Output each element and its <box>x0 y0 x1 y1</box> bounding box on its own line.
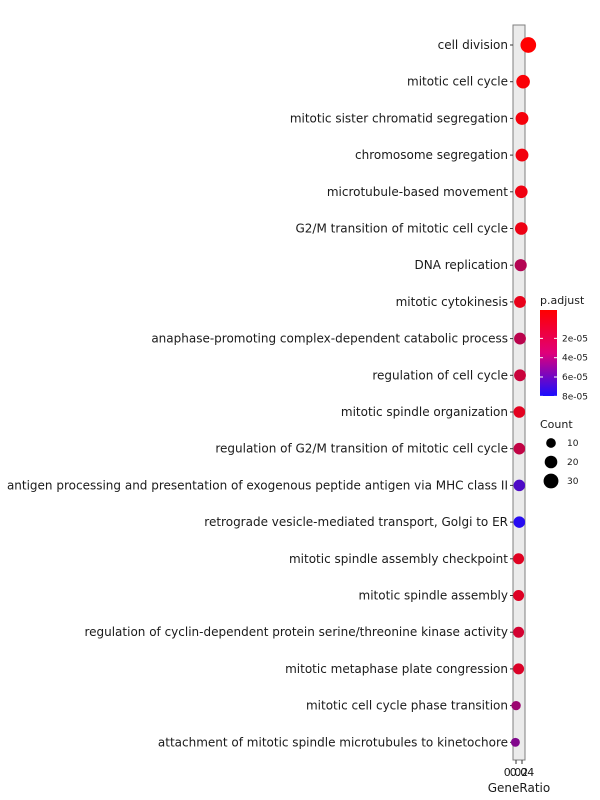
color-legend-title: p.adjust <box>540 294 585 307</box>
data-point <box>514 295 526 308</box>
data-point <box>514 222 528 235</box>
size-legend-label: 10 <box>567 439 579 449</box>
term-labels: cell division mitotic cell cycle mitotic s… <box>7 38 508 749</box>
size-legend-dot <box>546 438 556 448</box>
term-label: regulation of G2/M transition of mitotic… <box>215 442 508 456</box>
color-legend-label: 4e-05 <box>562 354 588 364</box>
term-label: antigen processing and presentation of e… <box>7 478 508 492</box>
term-label: regulation of cyclin-dependent protein s… <box>84 625 508 639</box>
data-point <box>516 74 530 89</box>
color-legend-label: 2e-05 <box>562 334 588 344</box>
data-point <box>510 737 520 747</box>
term-ticks <box>510 44 513 743</box>
size-legend-dot <box>544 455 558 469</box>
data-point <box>514 259 527 272</box>
data-point <box>513 590 525 601</box>
data-point <box>520 37 537 53</box>
size-legend: Count 10 20 30 <box>540 418 579 489</box>
data-point <box>513 553 525 565</box>
size-legend-label: 30 <box>567 477 579 487</box>
term-label: mitotic cell cycle phase transition <box>306 699 508 713</box>
data-point <box>513 406 526 418</box>
term-label: anaphase-promoting complex-dependent cat… <box>151 332 508 346</box>
color-legend-label: 8e-05 <box>562 392 588 402</box>
term-label: mitotic metaphase plate congression <box>285 662 508 676</box>
term-label: regulation of cell cycle <box>372 368 508 382</box>
color-legend: p.adjust 2e-05 4e-05 6e-05 8e-05 <box>540 294 588 402</box>
term-label: mitotic spindle organization <box>341 405 508 419</box>
size-legend-label: 20 <box>567 458 579 468</box>
term-label: DNA replication <box>414 258 508 272</box>
term-label: chromosome segregation <box>355 148 508 162</box>
x-tick-label: 0.02 <box>504 766 529 779</box>
term-label: mitotic sister chromatid segregation <box>290 111 508 125</box>
data-points <box>510 37 537 747</box>
term-label: attachment of mitotic spindle microtubul… <box>158 735 508 749</box>
size-legend-title: Count <box>540 418 573 431</box>
data-point <box>514 185 528 199</box>
term-label: mitotic spindle assembly checkpoint <box>289 552 508 566</box>
data-point <box>515 148 529 162</box>
data-point <box>515 111 529 125</box>
term-label: mitotic cell cycle <box>407 75 508 89</box>
data-point <box>513 479 526 492</box>
data-point <box>511 700 521 711</box>
color-legend-bar <box>540 310 557 396</box>
term-label: cell division <box>438 38 508 52</box>
term-label: mitotic spindle assembly <box>359 589 508 603</box>
data-point <box>513 626 525 638</box>
size-legend-dot <box>543 473 559 489</box>
term-label: retrograde vesicle-mediated transport, G… <box>204 515 508 529</box>
term-label: G2/M transition of mitotic cell cycle <box>295 222 508 236</box>
term-label: microtubule-based movement <box>327 185 508 199</box>
data-point <box>514 369 526 382</box>
term-label: mitotic cytokinesis <box>396 295 508 309</box>
x-tick-label: 0.04 <box>510 766 535 779</box>
x-axis-title: GeneRatio <box>488 781 550 795</box>
data-point <box>513 516 526 528</box>
data-point <box>514 332 526 345</box>
plot-panel <box>512 24 526 761</box>
color-legend-label: 6e-05 <box>562 373 588 383</box>
data-point <box>513 663 525 675</box>
data-point <box>513 442 526 455</box>
x-axis: 0.02 0.04 GeneRatio <box>488 760 550 795</box>
